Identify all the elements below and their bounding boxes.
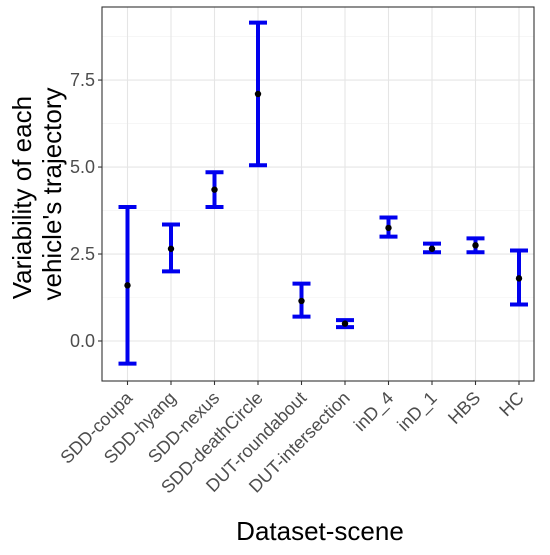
mean-point <box>167 245 175 252</box>
panel-border <box>101 6 535 382</box>
y-tick-label: 0.0 <box>70 331 95 351</box>
points-layer <box>124 90 523 327</box>
y-axis-title: Variability of each vehicle's trajectory <box>7 87 67 300</box>
y-tick-label: 5.0 <box>70 157 95 177</box>
y-axis-title-line-1: Variability of each <box>7 96 37 299</box>
mean-point <box>515 275 523 282</box>
mean-point <box>124 282 131 289</box>
mean-point <box>254 90 262 98</box>
ticks-layer <box>98 79 520 385</box>
x-axis-title: Dataset-scene <box>236 516 404 546</box>
mean-point <box>385 224 392 232</box>
y-tick-label: 2.5 <box>70 244 95 264</box>
y-tick-labels: 0.0 2.5 5.0 7.5 <box>70 70 95 351</box>
mean-point <box>341 320 349 327</box>
mean-point <box>211 186 218 193</box>
mean-point <box>472 242 479 249</box>
mean-point <box>428 245 436 252</box>
mean-point <box>298 297 305 305</box>
y-tick-label: 7.5 <box>70 70 95 90</box>
y-axis-title-line-2: vehicle's trajectory <box>37 87 67 300</box>
